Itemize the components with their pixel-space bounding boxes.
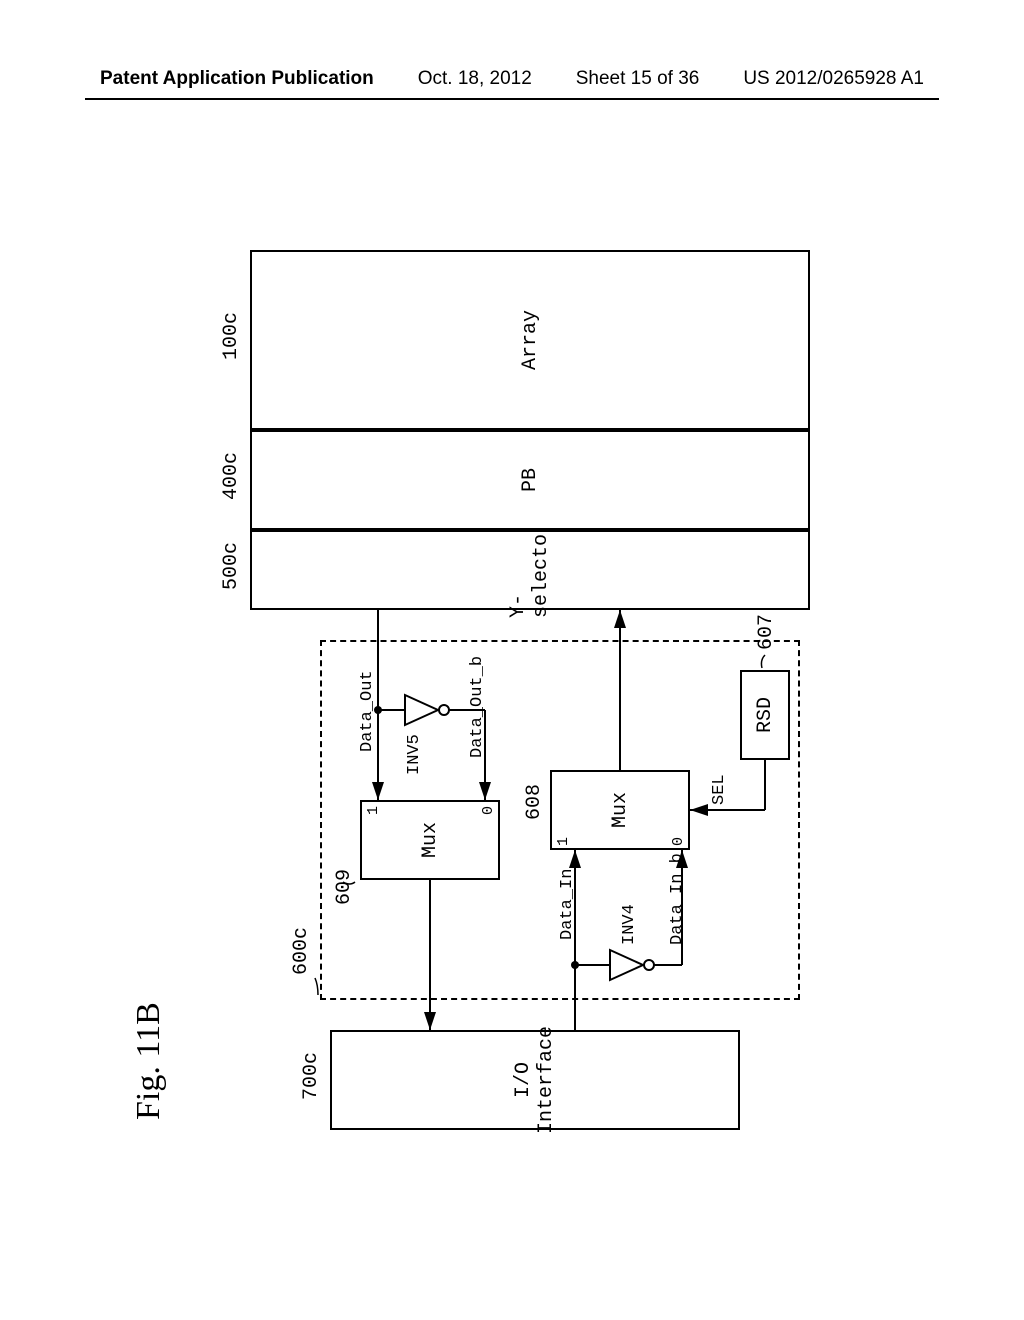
header-date: Oct. 18, 2012 <box>418 68 532 90</box>
mux-out-label: Mux <box>419 822 442 858</box>
header-pubnum: US 2012/0265928 A1 <box>743 68 924 90</box>
label-data-in-b: Data_In_b <box>668 853 687 945</box>
yselector-label: Y-selector <box>507 522 553 618</box>
array-block: Array <box>250 250 810 430</box>
label-data-in: Data_In <box>558 869 577 940</box>
label-sel: SEL <box>710 774 729 805</box>
ref-100c: 100c <box>220 312 243 360</box>
label-inv5: INV5 <box>405 734 424 775</box>
mux-in-label: Mux <box>609 792 632 828</box>
ref-607: 607 <box>755 614 778 650</box>
pb-label: PB <box>519 468 542 492</box>
mux-out-in1: 1 <box>365 806 382 815</box>
header-rule <box>85 98 939 100</box>
mux-out-in0: 0 <box>480 806 497 815</box>
mux-in-in0: 0 <box>670 837 687 846</box>
ref-600c: 600c <box>290 927 313 975</box>
io-interface-block: I/O Interface <box>330 1030 740 1130</box>
rsd-label: RSD <box>754 697 777 733</box>
array-label: Array <box>519 310 542 370</box>
header-sheet: Sheet 15 of 36 <box>576 68 700 90</box>
rsd-block: RSD <box>740 670 790 760</box>
label-inv4: INV4 <box>620 904 639 945</box>
circuit-diagram: I/O Interface 700c 600c Mux 1 0 609 Mux … <box>60 230 960 1130</box>
mux-in-in1: 1 <box>555 837 572 846</box>
label-data-out-b: Data_Out_b <box>468 656 487 758</box>
pb-block: PB <box>250 430 810 530</box>
ref-609: 609 <box>333 869 356 905</box>
ref-700c: 700c <box>300 1052 323 1100</box>
header-left: Patent Application Publication <box>100 68 374 90</box>
io-interface-label1: I/O <box>512 1062 535 1098</box>
ref-400c: 400c <box>220 452 243 500</box>
ref-608: 608 <box>523 784 546 820</box>
label-data-out: Data_Out <box>358 670 377 752</box>
io-interface-label2: Interface <box>535 1026 558 1134</box>
page-header: Patent Application Publication Oct. 18, … <box>0 68 1024 90</box>
ref-500c: 500c <box>220 542 243 590</box>
yselector-block: Y-selector <box>250 530 810 610</box>
